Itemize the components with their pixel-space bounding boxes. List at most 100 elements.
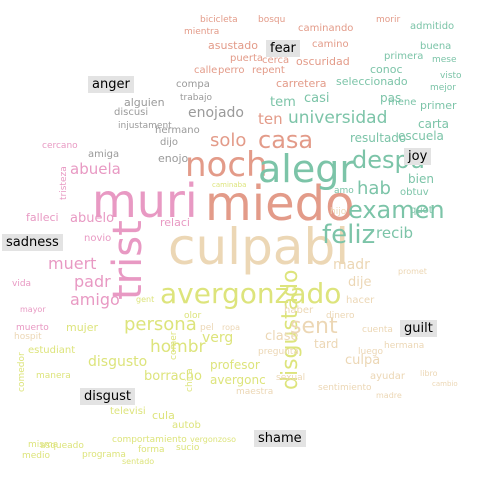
word: avergonc xyxy=(210,373,266,387)
word: tard xyxy=(314,337,339,351)
word: pel xyxy=(200,323,214,333)
word: buena xyxy=(420,41,452,52)
word: clase xyxy=(265,329,299,344)
word: mujer xyxy=(66,321,99,334)
word: hijo xyxy=(330,207,347,217)
word: abuelo xyxy=(70,211,115,226)
word: discusi xyxy=(114,107,149,118)
word: primera xyxy=(384,51,424,62)
word: escuela xyxy=(398,129,444,143)
word: puerta xyxy=(230,53,263,64)
word: mene xyxy=(388,97,417,108)
word: comportamiento xyxy=(112,435,187,445)
category-label-shame: shame xyxy=(254,430,306,447)
word: amiga xyxy=(88,149,120,160)
word: repent xyxy=(252,65,285,76)
word: chica xyxy=(185,368,195,392)
word: admitido xyxy=(410,21,455,32)
word: misma xyxy=(28,440,59,450)
word: madre xyxy=(376,391,402,400)
word: medio xyxy=(22,451,51,461)
word: bicicleta xyxy=(200,15,238,25)
word: obtuv xyxy=(400,187,429,198)
word: primer xyxy=(420,99,457,112)
word: culpabl xyxy=(168,218,350,276)
word: visto xyxy=(440,71,462,81)
word: morir xyxy=(376,15,401,25)
word: hab xyxy=(357,178,391,199)
word: caminando xyxy=(298,23,354,34)
word: manera xyxy=(36,371,71,381)
word: muerto xyxy=(16,323,49,333)
word: persona xyxy=(124,314,197,335)
word: calle xyxy=(194,65,218,76)
word: hombr xyxy=(150,337,206,357)
word: televisi xyxy=(110,406,146,417)
word: feliz xyxy=(322,220,376,250)
word: programa xyxy=(82,450,126,460)
word: ten xyxy=(258,110,283,128)
word: compa xyxy=(176,79,210,90)
word: quot xyxy=(410,205,433,216)
word: verg xyxy=(202,330,234,346)
word: casi xyxy=(304,91,330,106)
word: mientra xyxy=(184,27,220,37)
word: olor xyxy=(184,311,202,321)
word: cambio xyxy=(432,380,458,388)
word: sentimiento xyxy=(318,383,372,393)
word: forma xyxy=(138,445,165,455)
category-label-guilt: guilt xyxy=(400,320,437,337)
word: avergonzado xyxy=(160,277,342,310)
word: cerca xyxy=(262,55,290,66)
word: enojado xyxy=(188,105,244,121)
word: universidad xyxy=(288,108,388,128)
word: sucio xyxy=(176,443,200,453)
category-label-sadness: sadness xyxy=(2,234,63,251)
category-label-disgust: disgust xyxy=(80,388,135,405)
word: comer xyxy=(169,331,179,360)
word: promet xyxy=(398,267,427,276)
word: pas xyxy=(380,91,402,105)
word: borracho xyxy=(144,369,202,384)
category-label-joy: joy xyxy=(404,148,432,165)
word: hacer xyxy=(346,295,375,306)
word: autob xyxy=(172,420,201,431)
word: profesor xyxy=(210,358,260,372)
word: cula xyxy=(152,409,175,422)
word: bosqu xyxy=(258,15,286,25)
word: caminaba xyxy=(212,181,247,189)
word: hermana xyxy=(384,341,425,351)
word: alguien xyxy=(124,96,165,109)
word: camino xyxy=(312,39,349,50)
word: amigo xyxy=(70,290,120,309)
word: sexual xyxy=(276,373,306,383)
word: trabajo xyxy=(180,93,212,103)
word: oscuridad xyxy=(296,55,350,68)
word: pregunta xyxy=(258,347,299,357)
word: disgusto xyxy=(88,354,148,370)
word: tristeza xyxy=(59,166,69,200)
word: examen xyxy=(348,196,445,224)
word: maestra xyxy=(236,387,274,397)
word: sentado xyxy=(122,457,155,466)
word: recib xyxy=(376,224,414,242)
word: estudiant xyxy=(28,345,76,356)
category-label-anger: anger xyxy=(88,76,134,93)
word: ayudar xyxy=(370,371,405,382)
category-label-fear: fear xyxy=(266,40,300,57)
word: luego xyxy=(358,347,383,357)
word: seleccionado xyxy=(336,75,408,88)
word: casa xyxy=(258,126,314,154)
word: cuenta xyxy=(362,325,393,335)
word: hermano xyxy=(155,125,200,136)
word: solo xyxy=(210,130,247,151)
word: muri xyxy=(92,174,198,228)
word: alegr xyxy=(258,147,355,191)
word: dije xyxy=(348,275,372,290)
word: injustament xyxy=(118,121,172,131)
word: hospit xyxy=(14,332,42,342)
word: relaci xyxy=(160,216,190,229)
word: trist xyxy=(105,220,151,300)
word: amo xyxy=(334,186,354,196)
